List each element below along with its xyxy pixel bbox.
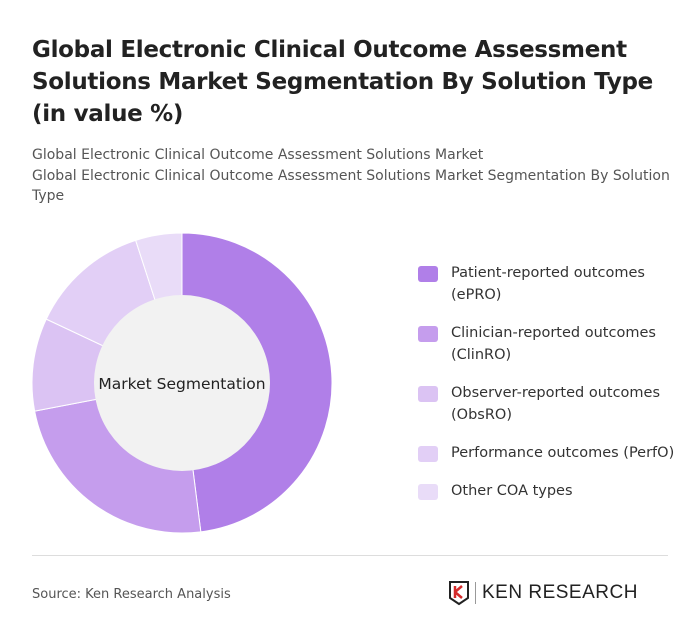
subtitle-segmentation: Global Electronic Clinical Outcome Asses…	[32, 168, 670, 204]
legend-label: Performance outcomes (PerfO)	[451, 445, 675, 461]
donut-chart: Market Segmentation	[31, 232, 333, 534]
legend-label: Other COA types	[451, 483, 573, 499]
source-text: Source: Ken Research Analysis	[32, 587, 231, 602]
center-label: Market Segmentation	[98, 375, 265, 393]
legend-item: Observer-reported outcomes (ObsRO)	[418, 382, 688, 426]
legend-swatch	[418, 446, 438, 462]
legend-label: Observer-reported outcomes (ObsRO)	[451, 385, 661, 423]
donut-center	[94, 295, 270, 471]
legend-label: Clinician-reported outcomes (ClinRO)	[451, 325, 656, 363]
ken-research-logo: KEN RESEARCH	[448, 580, 638, 606]
legend: Patient-reported outcomes (ePRO) Clinicia…	[418, 262, 688, 518]
legend-swatch	[418, 386, 438, 402]
divider	[32, 555, 668, 556]
legend-item: Performance outcomes (PerfO)	[418, 442, 688, 464]
legend-item: Other COA types	[418, 480, 688, 502]
legend-swatch	[418, 484, 438, 500]
legend-item: Patient-reported outcomes (ePRO)	[418, 262, 688, 306]
legend-item: Clinician-reported outcomes (ClinRO)	[418, 322, 688, 366]
subtitle-market: Global Electronic Clinical Outcome Asses…	[32, 147, 484, 163]
logo-separator	[475, 582, 476, 604]
logo-text: KEN RESEARCH	[482, 582, 638, 603]
legend-swatch	[418, 266, 438, 282]
legend-label: Patient-reported outcomes (ePRO)	[451, 265, 645, 303]
chart-title: Global Electronic Clinical Outcome Asses…	[32, 37, 653, 127]
legend-swatch	[418, 326, 438, 342]
ken-research-shield-icon	[449, 581, 469, 606]
